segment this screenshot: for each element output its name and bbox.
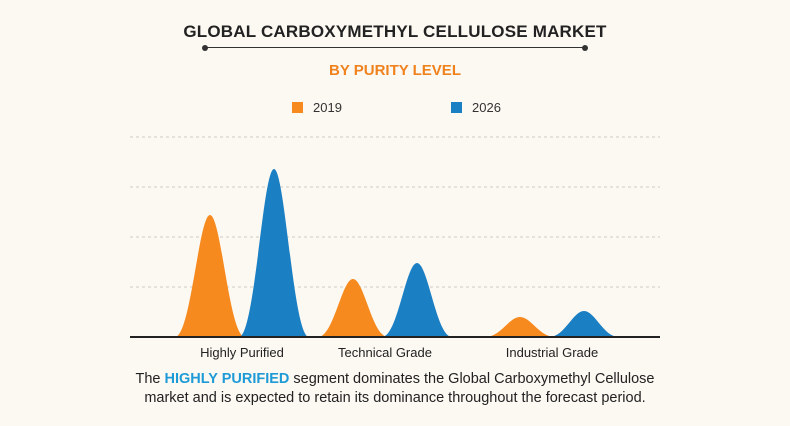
- x-tick-label: Highly Purified: [200, 345, 284, 360]
- peak-2019-technical-grade: [318, 279, 388, 337]
- legend-label-2019: 2019: [313, 100, 342, 115]
- peak-2026-highly-purified: [239, 169, 309, 337]
- peak-2019-highly-purified: [175, 215, 245, 337]
- chart-plot: Highly Purified Technical Grade Industrial…: [130, 136, 660, 360]
- legend-item-2019: 2019: [292, 100, 342, 115]
- footer-line1: segment dominates the Global Carboxymeth…: [289, 371, 655, 387]
- legend-swatch-2026: [451, 102, 462, 113]
- title-divider: [202, 44, 588, 51]
- peak-2026-technical-grade: [382, 263, 452, 337]
- legend-item-2026: 2026: [451, 100, 501, 115]
- footer-caption: The HIGHLY PURIFIED segment dominates th…: [0, 370, 790, 408]
- x-tick-label: Technical Grade: [338, 345, 432, 360]
- x-tick-label: Industrial Grade: [506, 345, 599, 360]
- legend: 2019 2026: [0, 100, 790, 120]
- footer-pre: The: [135, 371, 165, 387]
- chart-title: GLOBAL CARBOXYMETHYL CELLULOSE MARKET: [183, 22, 607, 41]
- footer-highlight: HIGHLY PURIFIED: [164, 371, 290, 387]
- legend-swatch-2019: [292, 102, 303, 113]
- peak-2026-industrial-grade: [549, 311, 619, 337]
- peak-2019-industrial-grade: [485, 317, 555, 337]
- legend-label-2026: 2026: [472, 100, 501, 115]
- chart-subtitle: BY PURITY LEVEL: [329, 62, 461, 79]
- footer-line2: market and is expected to retain its dom…: [144, 390, 646, 406]
